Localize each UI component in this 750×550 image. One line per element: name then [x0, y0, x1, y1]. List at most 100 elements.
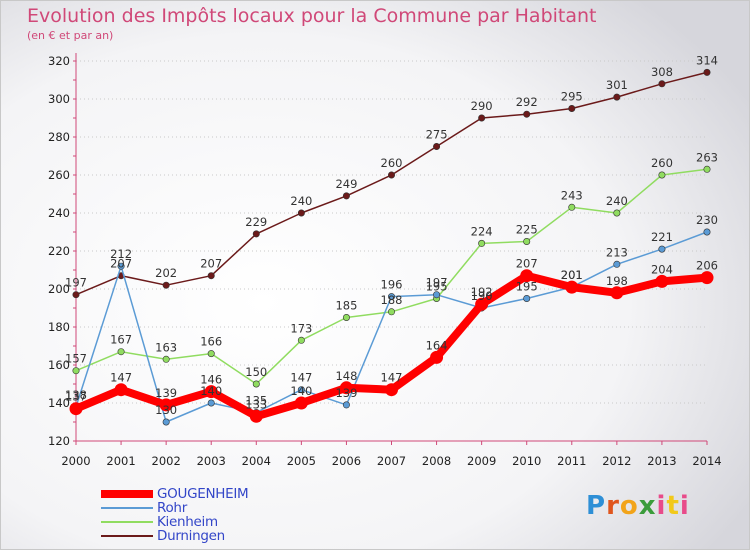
data-label: 167 [110, 333, 132, 347]
legend-label: GOUGENHEIM [157, 486, 249, 502]
data-label: 207 [110, 257, 132, 271]
data-point [568, 203, 576, 211]
x-tick-label: 2012 [602, 454, 631, 468]
data-label: 229 [245, 215, 267, 229]
data-label: 135 [245, 394, 267, 408]
data-label: 163 [155, 340, 177, 354]
data-point [478, 239, 486, 247]
x-tick-label: 2011 [557, 454, 586, 468]
data-label: 197 [426, 276, 448, 290]
data-point [294, 396, 308, 410]
data-point [523, 238, 531, 246]
data-label: 157 [65, 352, 87, 366]
data-point [703, 228, 711, 236]
series-line-durningen [75, 71, 708, 296]
data-point [658, 80, 666, 88]
data-label: 260 [651, 156, 673, 170]
data-point [433, 291, 441, 299]
data-label: 213 [606, 245, 628, 259]
logo-letter: P [586, 491, 607, 521]
data-point [207, 272, 215, 280]
data-point [387, 171, 395, 179]
data-point [117, 348, 125, 356]
data-label: 133 [245, 397, 267, 411]
data-point [162, 281, 170, 289]
y-tick-label: 220 [48, 244, 70, 258]
data-point [162, 418, 170, 426]
data-label: 147 [290, 371, 312, 385]
data-label: 206 [696, 259, 718, 273]
data-point [387, 293, 395, 301]
data-label: 308 [651, 65, 673, 79]
legend-swatch [101, 490, 153, 498]
data-label: 207 [200, 257, 222, 271]
y-tick-label: 300 [48, 92, 70, 106]
axes: 120 140 160 180 200 220 240 260 280 300 320 2000 200… [48, 53, 722, 468]
data-label: 275 [426, 128, 448, 142]
data-point [252, 230, 260, 238]
data-point [520, 269, 534, 283]
data-label: 150 [245, 365, 267, 379]
data-labels: 197 207 202 207 229 240 249 260 275 290 292 295 301 3… [65, 53, 718, 417]
data-point [297, 209, 305, 217]
y-tick-label: 160 [48, 358, 70, 372]
data-label: 140 [290, 384, 312, 398]
data-point [475, 297, 489, 311]
x-tick-label: 2013 [647, 454, 676, 468]
data-label: 292 [516, 95, 538, 109]
data-point [207, 399, 215, 407]
x-tick-label: 2002 [152, 454, 181, 468]
y-tick-label: 320 [48, 54, 70, 68]
data-label: 230 [696, 213, 718, 227]
data-point [207, 350, 215, 358]
data-label: 221 [651, 230, 673, 244]
x-tick-label: 2003 [197, 454, 226, 468]
series-group [69, 68, 714, 426]
data-label: 295 [561, 90, 583, 104]
data-label: 138 [65, 388, 87, 402]
x-tick-label: 2000 [61, 454, 90, 468]
data-point [385, 383, 398, 397]
data-point [297, 386, 305, 394]
data-point [613, 209, 621, 217]
data-point [342, 401, 350, 409]
x-tick-label: 2007 [377, 454, 406, 468]
data-point [249, 409, 263, 423]
data-label: 207 [516, 257, 538, 271]
logo-letter: x [638, 491, 657, 521]
data-label: 140 [200, 384, 222, 398]
data-point [655, 274, 669, 288]
data-label: 164 [426, 338, 448, 352]
data-label: 196 [381, 278, 403, 292]
data-point [700, 271, 714, 285]
legend-swatch [101, 507, 153, 509]
data-label: 243 [561, 188, 583, 202]
y-tick-label: 240 [48, 206, 70, 220]
data-label: 139 [155, 386, 177, 400]
data-point [610, 286, 624, 300]
data-label: 130 [155, 403, 177, 417]
logo-letter: o [619, 491, 639, 521]
data-point [703, 68, 711, 76]
legend-swatch [101, 521, 153, 523]
data-point [162, 355, 170, 363]
data-point [204, 385, 218, 399]
data-label: 139 [335, 386, 357, 400]
data-label: 192 [471, 285, 493, 299]
data-point [703, 165, 711, 173]
data-label: 263 [696, 150, 718, 164]
data-label: 314 [696, 53, 718, 67]
data-point [568, 105, 576, 113]
data-point [523, 110, 531, 118]
data-label: 260 [381, 156, 403, 170]
data-label: 147 [381, 371, 403, 385]
data-label: 249 [335, 177, 357, 191]
data-label: 173 [290, 321, 312, 335]
x-tick-label: 2014 [692, 454, 721, 468]
data-label: 290 [471, 99, 493, 113]
logo-letter: i [656, 491, 667, 521]
legend-label: Durningen [157, 528, 225, 544]
